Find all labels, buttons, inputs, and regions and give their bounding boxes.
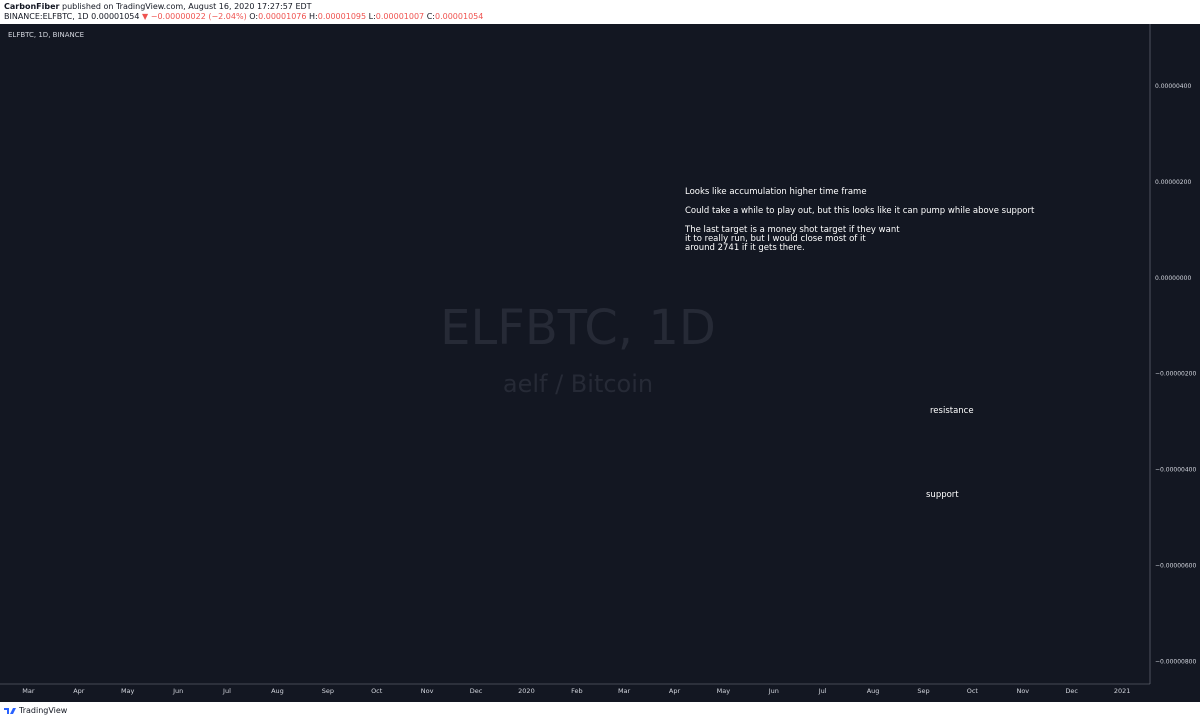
support-label: support <box>926 490 959 500</box>
y-tick-label: −0.00000400 <box>1155 467 1196 474</box>
down-arrow-icon: ▼ <box>142 12 149 21</box>
x-tick-label: Aug <box>867 687 880 695</box>
publication-header: CarbonFiber published on TradingView.com… <box>0 0 1200 24</box>
close-value: 0.00001054 <box>434 12 484 21</box>
annotation-note-3-line-2: it to really run, but I would close most… <box>685 234 866 244</box>
x-tick-label: May <box>717 687 731 695</box>
instrument-label: ELFBTC, 1D, BINANCE <box>8 31 84 39</box>
x-tick-label: Jul <box>818 687 827 695</box>
open-label: O: <box>249 12 259 21</box>
open-value: 0.00001076 <box>258 12 307 21</box>
x-tick-label: Apr <box>73 687 85 695</box>
x-tick-label: Feb <box>571 687 583 695</box>
tradingview-logo-icon <box>4 708 16 714</box>
x-tick-label: Mar <box>618 687 631 695</box>
watermark-title: ELFBTC, 1D <box>440 300 716 356</box>
x-tick-label: Dec <box>1065 687 1078 695</box>
x-tick-label: Jun <box>768 687 779 695</box>
author-name[interactable]: CarbonFiber <box>4 2 60 11</box>
x-tick-label: Dec <box>470 687 483 695</box>
y-tick-label: −0.00000600 <box>1155 562 1196 569</box>
x-tick-label: Oct <box>967 687 979 695</box>
y-tick-label: −0.00000200 <box>1155 371 1196 378</box>
x-tick-label: Jul <box>222 687 231 695</box>
x-tick-label: 2020 <box>518 687 535 695</box>
price-chart[interactable]: ELFBTC, 1D aelf / Bitcoin ELFBTC, 1D, BINA… <box>0 24 1200 702</box>
symbol-label: BINANCE:ELFBTC, 1D <box>4 12 89 21</box>
low-value: 0.00001007 <box>375 12 425 21</box>
ohlc-line: BINANCE:ELFBTC, 1D 0.00001054 ▼ −0.00000… <box>4 12 483 21</box>
resistance-label: resistance <box>930 406 974 416</box>
watermark-subtitle: aelf / Bitcoin <box>503 370 653 398</box>
y-tick-label: 0.00000000 <box>1155 275 1191 282</box>
annotation-note-3-line-1: The last target is a money shot target i… <box>684 225 900 235</box>
x-tick-label: May <box>121 687 135 695</box>
y-tick-label: 0.00000200 <box>1155 179 1191 186</box>
brand-label: TradingView <box>19 706 68 715</box>
publisher-line: CarbonFiber published on TradingView.com… <box>4 2 312 11</box>
x-tick-label: Mar <box>22 687 35 695</box>
high-value: 0.00001095 <box>317 12 367 21</box>
x-tick-label: 2021 <box>1114 687 1131 695</box>
x-tick-label: Nov <box>421 687 434 695</box>
annotation-note-2: Could take a while to play out, but this… <box>685 206 1035 216</box>
x-tick-label: Sep <box>322 687 334 695</box>
footer-bar: TradingView <box>0 702 1200 719</box>
y-tick-label: 0.00000400 <box>1155 83 1191 90</box>
annotation-note-3-line-3: around 2741 if it gets there. <box>685 243 805 253</box>
published-info: published on TradingView.com, August 16,… <box>61 2 312 11</box>
low-label: L: <box>368 12 376 21</box>
x-tick-label: Apr <box>669 687 681 695</box>
price-value: 0.00001054 <box>91 12 140 21</box>
close-label: C: <box>426 12 435 21</box>
tradingview-brand[interactable]: TradingView <box>4 706 67 715</box>
y-tick-label: −0.00000800 <box>1155 658 1196 665</box>
x-tick-label: Sep <box>917 687 929 695</box>
x-tick-label: Aug <box>271 687 284 695</box>
high-label: H: <box>309 12 318 21</box>
annotation-note-1: Looks like accumulation higher time fram… <box>685 187 867 197</box>
x-tick-label: Nov <box>1016 687 1029 695</box>
chart-background <box>0 24 1200 702</box>
x-tick-label: Oct <box>371 687 383 695</box>
x-tick-label: Jun <box>172 687 183 695</box>
change-value: −0.00000022 (−2.04%) <box>150 12 247 21</box>
